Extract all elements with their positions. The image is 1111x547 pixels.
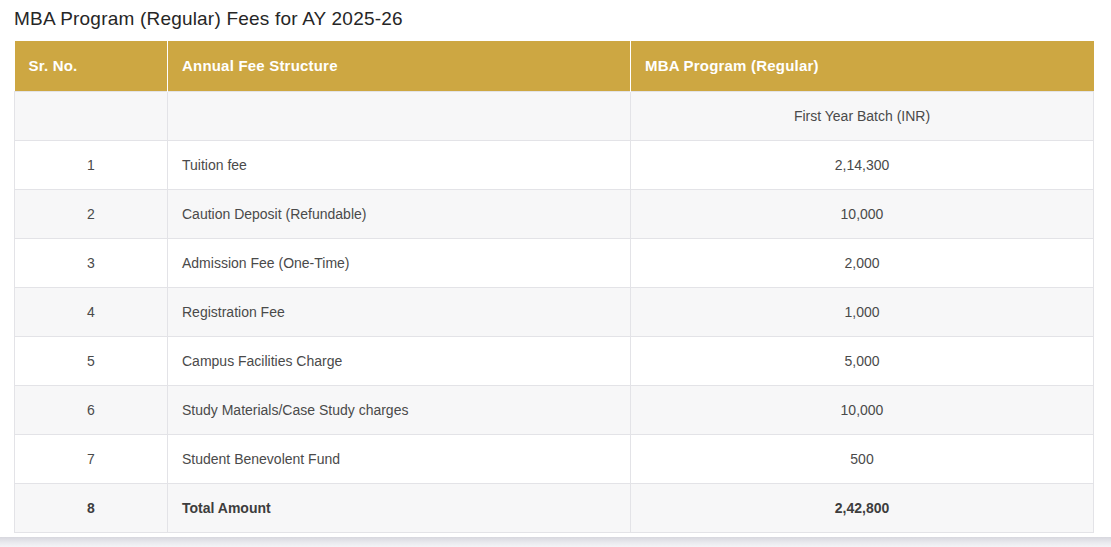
item-cell: Campus Facilities Charge <box>168 336 631 385</box>
table-row: 7 Student Benevolent Fund 500 <box>15 434 1094 483</box>
total-label-cell: Total Amount <box>168 483 631 532</box>
table-row: 1 Tuition fee 2,14,300 <box>15 140 1094 189</box>
sr-cell: 6 <box>15 385 168 434</box>
subheader-sr-cell <box>15 91 168 140</box>
amount-cell: 2,000 <box>631 238 1094 287</box>
sr-cell: 2 <box>15 189 168 238</box>
item-cell: Student Benevolent Fund <box>168 434 631 483</box>
item-cell: Caution Deposit (Refundable) <box>168 189 631 238</box>
sr-cell: 4 <box>15 287 168 336</box>
column-header-program: MBA Program (Regular) <box>631 41 1094 91</box>
fees-page: MBA Program (Regular) Fees for AY 2025-2… <box>0 0 1111 547</box>
table-row: 5 Campus Facilities Charge 5,000 <box>15 336 1094 385</box>
amount-cell: 500 <box>631 434 1094 483</box>
page-title: MBA Program (Regular) Fees for AY 2025-2… <box>0 0 1111 31</box>
item-cell: Study Materials/Case Study charges <box>168 385 631 434</box>
subheader-item-cell <box>168 91 631 140</box>
table-row: 2 Caution Deposit (Refundable) 10,000 <box>15 189 1094 238</box>
subheader-batch-label: First Year Batch (INR) <box>631 91 1094 140</box>
header-row: Sr. No. Annual Fee Structure MBA Program… <box>15 41 1094 91</box>
amount-cell: 1,000 <box>631 287 1094 336</box>
table-body: First Year Batch (INR) 1 Tuition fee 2,1… <box>15 91 1094 532</box>
amount-cell: 10,000 <box>631 189 1094 238</box>
table-row: 4 Registration Fee 1,000 <box>15 287 1094 336</box>
amount-cell: 2,14,300 <box>631 140 1094 189</box>
subheader-row: First Year Batch (INR) <box>15 91 1094 140</box>
item-cell: Tuition fee <box>168 140 631 189</box>
sr-cell: 8 <box>15 483 168 532</box>
column-header-fee-structure: Annual Fee Structure <box>168 41 631 91</box>
table-row: 6 Study Materials/Case Study charges 10,… <box>15 385 1094 434</box>
item-cell: Admission Fee (One-Time) <box>168 238 631 287</box>
sr-cell: 7 <box>15 434 168 483</box>
sr-cell: 1 <box>15 140 168 189</box>
column-header-sr-no: Sr. No. <box>15 41 168 91</box>
table-header: Sr. No. Annual Fee Structure MBA Program… <box>15 41 1094 91</box>
amount-cell: 10,000 <box>631 385 1094 434</box>
footer-divider <box>0 537 1111 547</box>
total-amount-cell: 2,42,800 <box>631 483 1094 532</box>
table-row: 3 Admission Fee (One-Time) 2,000 <box>15 238 1094 287</box>
sr-cell: 3 <box>15 238 168 287</box>
fees-table: Sr. No. Annual Fee Structure MBA Program… <box>14 41 1094 533</box>
total-row: 8 Total Amount 2,42,800 <box>15 483 1094 532</box>
sr-cell: 5 <box>15 336 168 385</box>
item-cell: Registration Fee <box>168 287 631 336</box>
amount-cell: 5,000 <box>631 336 1094 385</box>
